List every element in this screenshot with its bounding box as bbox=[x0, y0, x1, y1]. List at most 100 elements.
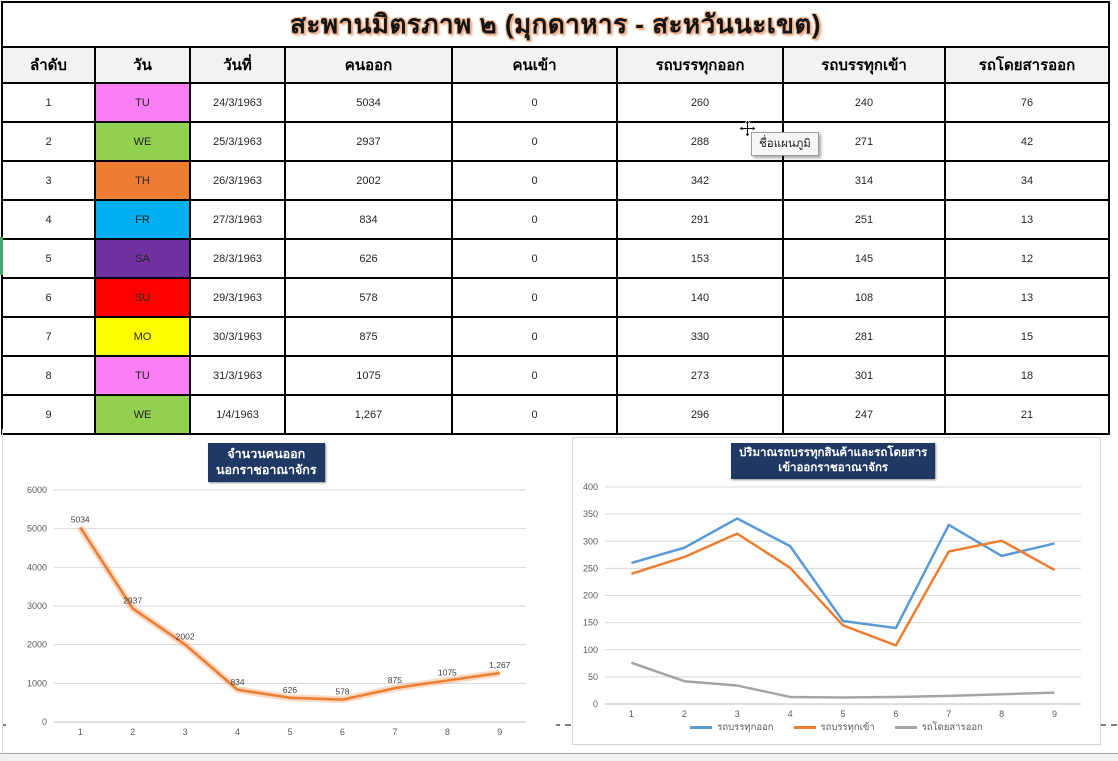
no-cell[interactable]: 8 bbox=[1, 355, 96, 396]
date-cell[interactable]: 24/3/1963 bbox=[189, 82, 286, 123]
day-cell[interactable]: TU bbox=[94, 355, 191, 396]
legend-line-swatch bbox=[894, 726, 917, 729]
people-out-cell[interactable]: 1075 bbox=[284, 355, 453, 396]
table-row: 7 MO 30/3/1963 875 0 330 281 15 bbox=[1, 316, 1111, 357]
legend-line-swatch bbox=[793, 726, 816, 729]
date-cell[interactable]: 29/3/1963 bbox=[189, 277, 286, 318]
date-cell[interactable]: 1/4/1963 bbox=[189, 394, 286, 435]
no-cell[interactable]: 6 bbox=[1, 277, 96, 318]
people-out-cell[interactable]: 834 bbox=[284, 199, 453, 240]
trucks-out-cell[interactable]: 330 bbox=[616, 316, 784, 357]
people-out-line-chart[interactable]: 0 1000 2000 3000 4000 5000 6000 1 2 3 4 5 6 7 8 9 5034 29… bbox=[6, 437, 556, 751]
buses-out-cell[interactable]: 13 bbox=[943, 199, 1111, 240]
col-header-1[interactable]: วัน bbox=[94, 46, 191, 84]
people-in-cell[interactable]: 0 bbox=[451, 82, 618, 123]
col-header-5[interactable]: รถบรรทุกออก bbox=[616, 46, 784, 84]
col-header-4[interactable]: คนเข้า bbox=[451, 46, 618, 84]
table-row: 9 WE 1/4/1963 1,267 0 296 247 21 bbox=[1, 394, 1111, 435]
col-header-2[interactable]: วันที่ bbox=[189, 46, 286, 84]
people-in-cell[interactable]: 0 bbox=[451, 394, 618, 435]
people-in-cell[interactable]: 0 bbox=[451, 160, 618, 201]
title-cell[interactable]: สะพานมิตรภาพ ๒ (มุกดาหาร - สะหวันนะเขต) bbox=[0, 1, 1111, 48]
col-header-6[interactable]: รถบรรทุกเข้า bbox=[782, 46, 946, 84]
trucks-out-cell[interactable]: 260 bbox=[616, 82, 784, 123]
svg-text:4000: 4000 bbox=[27, 562, 47, 572]
no-cell[interactable]: 5 bbox=[1, 238, 96, 279]
buses-out-cell[interactable]: 21 bbox=[943, 394, 1111, 435]
day-cell[interactable]: SA bbox=[94, 238, 191, 279]
date-cell[interactable]: 26/3/1963 bbox=[189, 160, 286, 201]
date-cell[interactable]: 31/3/1963 bbox=[189, 355, 286, 396]
col-header-3[interactable]: คนออก bbox=[284, 46, 453, 84]
buses-out-cell[interactable]: 13 bbox=[943, 277, 1111, 318]
svg-text:1: 1 bbox=[629, 709, 634, 718]
legend-item[interactable]: รถบรรทุกเข้า bbox=[793, 720, 875, 735]
date-cell[interactable]: 27/3/1963 bbox=[189, 199, 286, 240]
svg-text:1075: 1075 bbox=[438, 667, 457, 677]
date-cell[interactable]: 30/3/1963 bbox=[189, 316, 286, 357]
trucks-out-cell[interactable]: 140 bbox=[616, 277, 784, 318]
people-out-cell[interactable]: 2937 bbox=[284, 121, 453, 162]
people-out-cell[interactable]: 626 bbox=[284, 238, 453, 279]
trucks-in-cell[interactable]: 301 bbox=[782, 355, 946, 396]
buses-out-cell[interactable]: 76 bbox=[943, 82, 1111, 123]
people-out-cell[interactable]: 875 bbox=[284, 316, 453, 357]
trucks-in-cell[interactable]: 247 bbox=[782, 394, 946, 435]
legend-label: รถบรรทุกเข้า bbox=[820, 722, 875, 733]
day-cell[interactable]: WE bbox=[94, 394, 191, 435]
chart2-title[interactable]: ปริมาณรถบรรทุกสินค้าและรถโดยสาร เข้าออกร… bbox=[731, 443, 936, 479]
day-cell[interactable]: TU bbox=[94, 82, 191, 123]
trucks-in-cell[interactable]: 281 bbox=[782, 316, 946, 357]
day-cell[interactable]: FR bbox=[94, 199, 191, 240]
buses-out-cell[interactable]: 18 bbox=[943, 355, 1111, 396]
svg-text:100: 100 bbox=[583, 645, 598, 655]
trucks-in-cell[interactable]: 108 bbox=[782, 277, 946, 318]
trucks-out-cell[interactable]: 342 bbox=[616, 160, 784, 201]
buses-out-cell[interactable]: 15 bbox=[943, 316, 1111, 357]
people-in-cell[interactable]: 0 bbox=[451, 355, 618, 396]
trucks-in-cell[interactable]: 145 bbox=[782, 238, 946, 279]
vehicles-line-chart[interactable]: 0 50 100 150 200 250 300 350 400 1 2 3 4 5 6 7 8 9 ปริมาณ… bbox=[572, 437, 1101, 745]
people-in-cell[interactable]: 0 bbox=[451, 238, 618, 279]
trucks-in-cell[interactable]: 251 bbox=[782, 199, 946, 240]
day-cell[interactable]: TH bbox=[94, 160, 191, 201]
svg-text:2: 2 bbox=[682, 709, 687, 718]
day-cell[interactable]: WE bbox=[94, 121, 191, 162]
trucks-out-cell[interactable]: 291 bbox=[616, 199, 784, 240]
date-cell[interactable]: 28/3/1963 bbox=[189, 238, 286, 279]
trucks-out-cell[interactable]: 273 bbox=[616, 355, 784, 396]
svg-text:1,267: 1,267 bbox=[489, 660, 511, 670]
buses-out-cell[interactable]: 12 bbox=[943, 238, 1111, 279]
trucks-out-cell[interactable]: 296 bbox=[616, 394, 784, 435]
no-cell[interactable]: 7 bbox=[1, 316, 96, 357]
people-out-cell[interactable]: 2002 bbox=[284, 160, 453, 201]
buses-out-cell[interactable]: 42 bbox=[943, 121, 1111, 162]
no-cell[interactable]: 1 bbox=[1, 82, 96, 123]
legend-item[interactable]: รถโดยสารออก bbox=[894, 720, 983, 735]
people-out-cell[interactable]: 5034 bbox=[284, 82, 453, 123]
trucks-in-cell[interactable]: 240 bbox=[782, 82, 946, 123]
no-cell[interactable]: 3 bbox=[1, 160, 96, 201]
trucks-out-cell[interactable]: 153 bbox=[616, 238, 784, 279]
people-in-cell[interactable]: 0 bbox=[451, 277, 618, 318]
no-cell[interactable]: 2 bbox=[1, 121, 96, 162]
day-cell[interactable]: MO bbox=[94, 316, 191, 357]
people-out-cell[interactable]: 1,267 bbox=[284, 394, 453, 435]
svg-text:1: 1 bbox=[78, 727, 83, 737]
buses-out-cell[interactable]: 34 bbox=[943, 160, 1111, 201]
col-header-7[interactable]: รถโดยสารออก bbox=[943, 46, 1111, 84]
trucks-in-cell[interactable]: 314 bbox=[782, 160, 946, 201]
chart1-title-line2: นอกราชอาณาจักร bbox=[216, 463, 317, 478]
day-cell[interactable]: SU bbox=[94, 277, 191, 318]
people-in-cell[interactable]: 0 bbox=[451, 199, 618, 240]
chart1-title[interactable]: จำนวนคนออก นอกราชอาณาจักร bbox=[208, 443, 325, 482]
date-cell[interactable]: 25/3/1963 bbox=[189, 121, 286, 162]
col-header-0[interactable]: ลำดับ bbox=[1, 46, 96, 84]
svg-text:5: 5 bbox=[840, 709, 845, 718]
no-cell[interactable]: 4 bbox=[1, 199, 96, 240]
legend-item[interactable]: รถบรรทุกออก bbox=[690, 720, 774, 735]
no-cell[interactable]: 9 bbox=[1, 394, 96, 435]
people-in-cell[interactable]: 0 bbox=[451, 316, 618, 357]
people-in-cell[interactable]: 0 bbox=[451, 121, 618, 162]
people-out-cell[interactable]: 578 bbox=[284, 277, 453, 318]
